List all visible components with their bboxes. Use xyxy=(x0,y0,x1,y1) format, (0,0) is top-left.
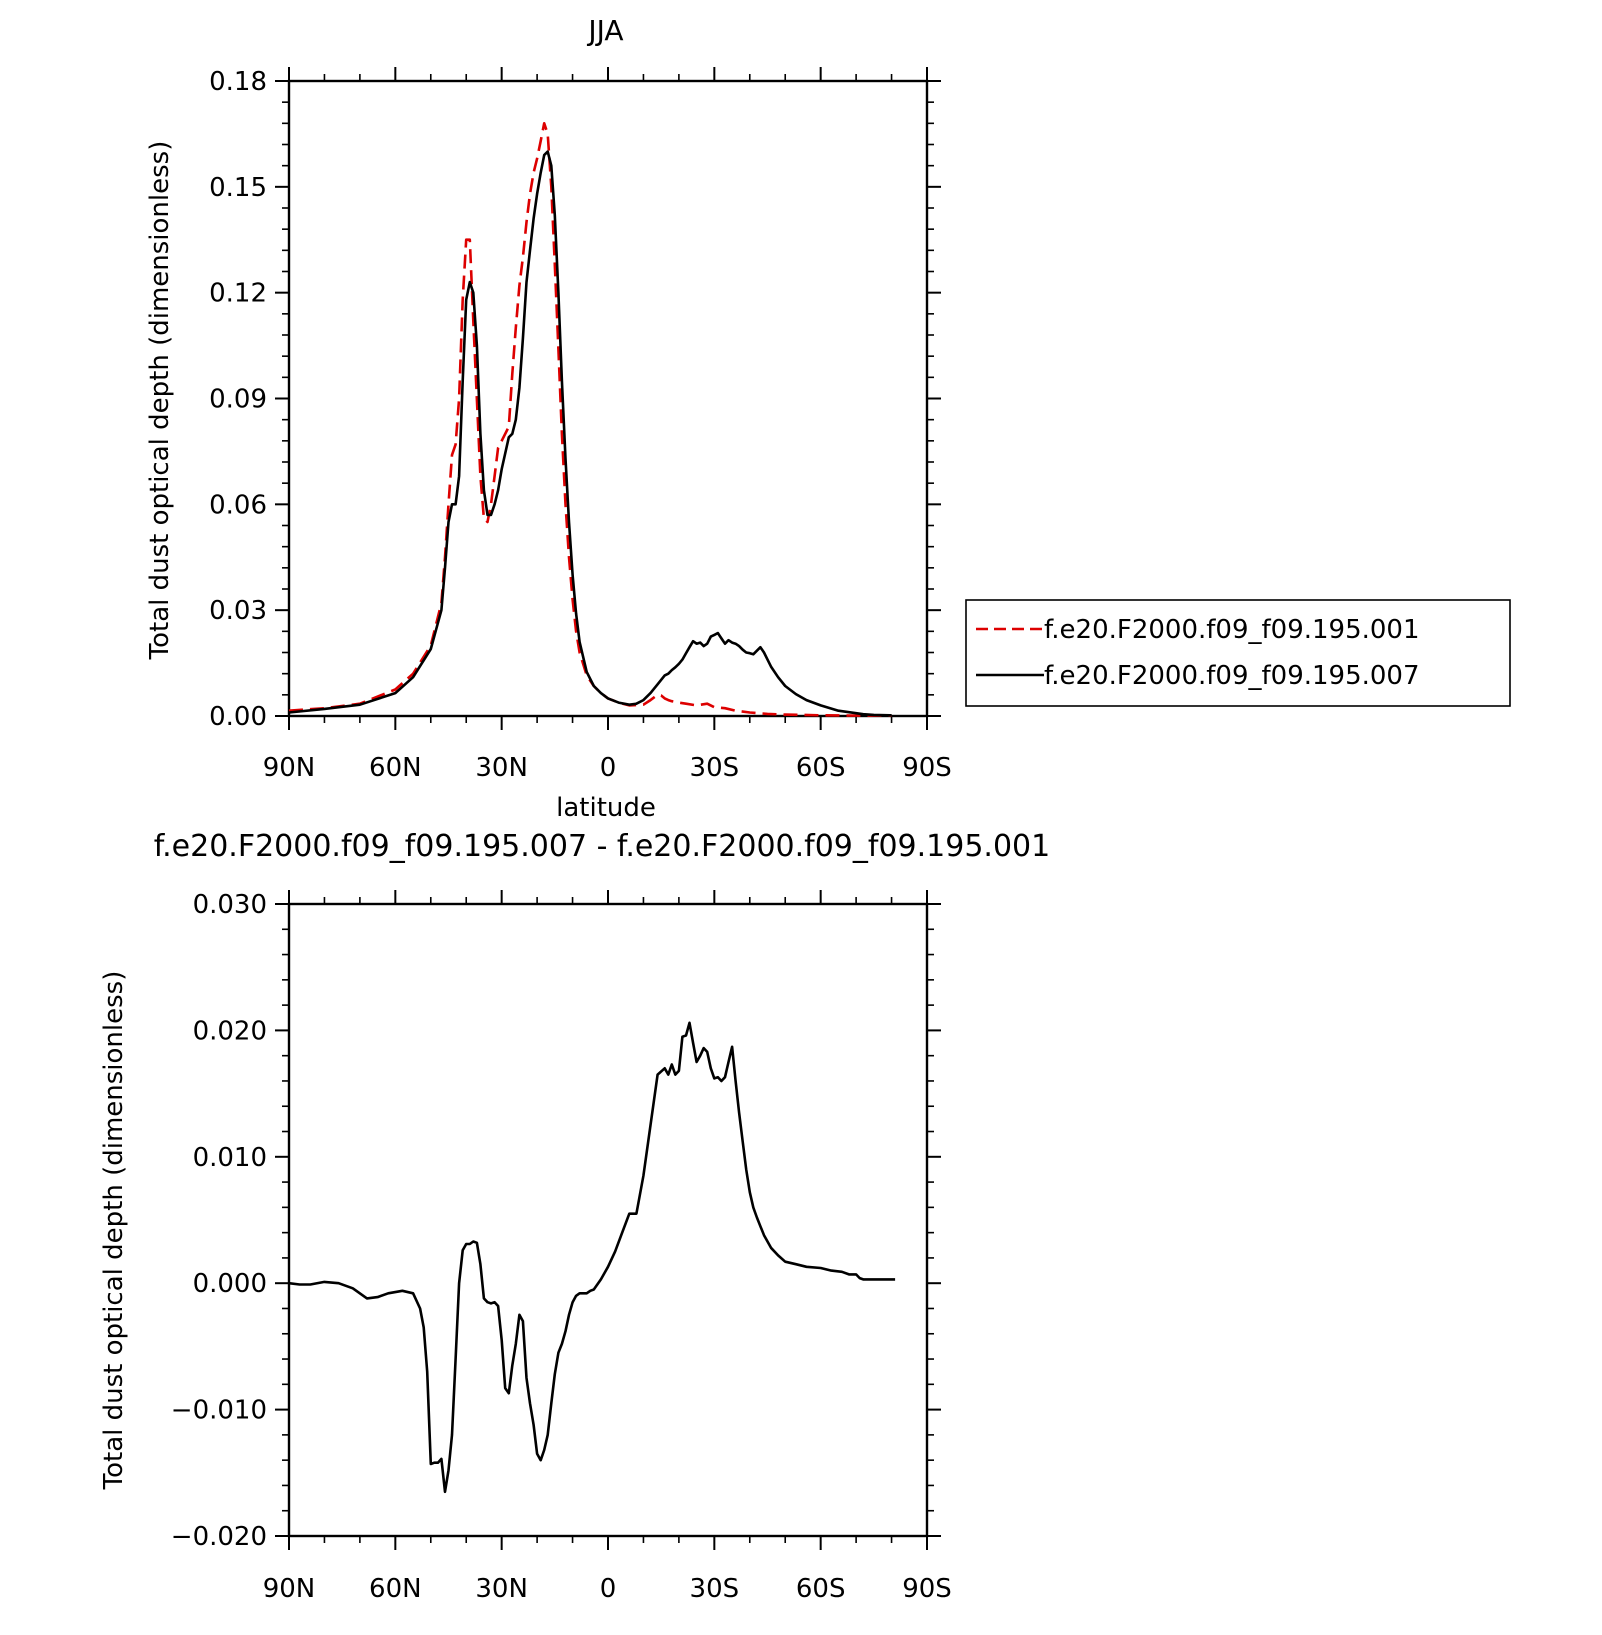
x-tick-label: 0 xyxy=(600,753,617,783)
y-tick-label: 0.020 xyxy=(193,1016,267,1046)
plot-frame xyxy=(287,902,929,1538)
x-tick-label: 30N xyxy=(475,1574,528,1604)
series-line-0 xyxy=(288,122,892,717)
top-panel: JJA 90N 60N 30N 0 30S 60S 90S 0.00 0.03 0.06 0.09 0… xyxy=(145,14,952,823)
top-y-axis-label: Total dust optical depth (dimensionless) xyxy=(145,141,175,661)
y-tick-label: 0.000 xyxy=(193,1269,267,1299)
bottom-y-axis-label: Total dust optical depth (dimensionless) xyxy=(99,971,129,1491)
x-tick-label: 30S xyxy=(690,753,740,783)
x-tick-label: 60N xyxy=(369,753,422,783)
series-line-0 xyxy=(288,1021,896,1494)
top-chart-title: JJA xyxy=(586,14,623,47)
y-tick-label: −0.020 xyxy=(171,1522,267,1552)
series-line-1 xyxy=(288,150,892,717)
legend-label-007: f.e20.F2000.f09_f09.195.007 xyxy=(1044,661,1420,691)
y-tick-label: −0.010 xyxy=(171,1396,267,1426)
legend: f.e20.F2000.f09_f09.195.001 f.e20.F2000.… xyxy=(965,599,1511,707)
y-tick-label: 0.03 xyxy=(209,596,267,626)
x-tick-label: 30S xyxy=(690,1574,740,1604)
bottom-chart-title: f.e20.F2000.f09_f09.195.007 - f.e20.F200… xyxy=(154,829,1050,864)
top-x-axis-label: latitude xyxy=(556,793,656,823)
x-tick-label: 90N xyxy=(263,1574,316,1604)
y-tick-label: 0.010 xyxy=(193,1143,267,1173)
y-tick-label: 0.06 xyxy=(209,490,267,520)
x-tick-label: 30N xyxy=(475,753,528,783)
top-plot-area: 90N 60N 30N 0 30S 60S 90S 0.00 0.03 0.06 0.09 0.12 0… xyxy=(209,67,952,783)
bottom-plot-area: 90N 60N 30N 0 30S 60S 90S −0.020 −0.010 0.000 0.01… xyxy=(171,890,952,1604)
y-tick-label: 0.18 xyxy=(209,67,267,97)
y-tick-label: 0.15 xyxy=(209,173,267,203)
y-tick-label: 0.09 xyxy=(209,385,267,415)
legend-label-001: f.e20.F2000.f09_f09.195.001 xyxy=(1044,615,1420,645)
y-tick-label: 0.030 xyxy=(193,890,267,920)
x-tick-label: 60S xyxy=(796,1574,846,1604)
x-tick-label: 60S xyxy=(796,753,846,783)
x-tick-label: 90S xyxy=(902,1574,952,1604)
y-tick-label: 0.00 xyxy=(209,702,267,732)
y-tick-label: 0.12 xyxy=(209,279,267,309)
legend-box xyxy=(965,599,1511,707)
plot-frame xyxy=(287,79,929,718)
x-tick-label: 90N xyxy=(263,753,316,783)
x-tick-label: 90S xyxy=(902,753,952,783)
x-tick-label: 0 xyxy=(600,1574,617,1604)
bottom-panel: f.e20.F2000.f09_f09.195.007 - f.e20.F200… xyxy=(99,829,1050,1604)
x-tick-label: 60N xyxy=(369,1574,422,1604)
